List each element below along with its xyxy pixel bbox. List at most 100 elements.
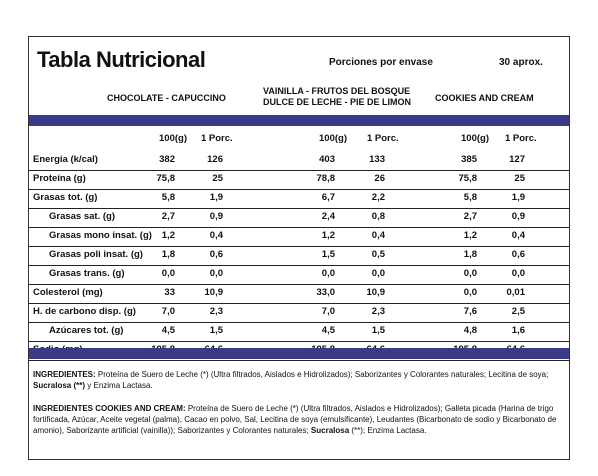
row-value: 2,4 [321, 211, 335, 222]
portions-label: Porciones por envase [329, 57, 433, 68]
header-band [29, 115, 569, 126]
table-row: Grasas tot. (g) 5,8 1,9 6,7 2,2 5,8 1,9 [29, 189, 569, 209]
row-label: Colesterol (mg) [33, 287, 103, 298]
row-value: 4,5 [321, 325, 335, 336]
row-value: 7,0 [321, 306, 335, 317]
col-header-100g-2: 100(g) [319, 133, 347, 144]
col-header-porc-2: 1 Porc. [367, 133, 399, 144]
row-value: 2,5 [511, 306, 525, 317]
row-label: Grasas mono insat. (g) [49, 230, 152, 241]
flavor-1-line1: CHOCOLATE - CAPUCCINO [107, 93, 226, 103]
flavor-2-line2: DULCE DE LECHE - PIE DE LIMON [263, 97, 412, 107]
row-value: 0,0 [511, 268, 525, 279]
ingredients-text: Proteína de Suero de Leche (*) (Ultra fi… [95, 370, 549, 379]
table-row: Colesterol (mg) 33 10,9 33,0 10,9 0,0 0,01 [29, 284, 569, 304]
row-value: 0,01 [506, 287, 526, 298]
row-value: 0,0 [209, 268, 223, 279]
table-row: Energía (k/cal) 382 126 403 133 385 127 [29, 151, 569, 171]
row-label: Azúcares tot. (g) [49, 325, 124, 336]
table-row: H. de carbono disp. (g) 7,0 2,3 7,0 2,3 7,6 2,… [29, 303, 569, 323]
row-value: 33,0 [316, 287, 336, 298]
row-value: 1,5 [371, 325, 385, 336]
row-value: 0,0 [161, 268, 175, 279]
row-value: 0,6 [209, 249, 223, 260]
flavor-group-3: COOKIES AND CREAM [435, 93, 534, 104]
ingredients-cookies-text-end: (**); Enzima Lactasa. [349, 426, 427, 435]
row-value: 0,0 [463, 268, 477, 279]
row-value: 5,8 [161, 192, 175, 203]
row-label: Energía (k/cal) [33, 154, 98, 165]
row-value: 33 [164, 287, 175, 298]
row-label: Grasas sat. (g) [49, 211, 115, 222]
ingredients-cookies: INGREDIENTES COOKIES AND CREAM: Proteína… [33, 403, 565, 436]
row-value: 1,8 [161, 249, 175, 260]
row-value: 1,9 [209, 192, 223, 203]
row-label: Proteína (g) [33, 173, 86, 184]
flavor-3-line1: COOKIES AND CREAM [435, 93, 534, 103]
row-value: 1,8 [463, 249, 477, 260]
row-value: 2,3 [209, 306, 223, 317]
row-value: 26 [374, 173, 385, 184]
row-value: 0,0 [463, 287, 477, 298]
row-value: 2,3 [371, 306, 385, 317]
row-label: Grasas poli insat. (g) [49, 249, 143, 260]
table-row: Grasas mono insat. (g) 1,2 0,4 1,2 0,4 1,2 0,4 [29, 227, 569, 247]
col-header-100g-1: 100(g) [159, 133, 187, 144]
table-row: Grasas sat. (g) 2,7 0,9 2,4 0,8 2,7 0,9 [29, 208, 569, 228]
row-value: 0,5 [371, 249, 385, 260]
ingredients-text-end: y Enzima Lactasa. [85, 381, 153, 390]
row-value: 1,2 [321, 230, 335, 241]
row-value: 1,5 [209, 325, 223, 336]
ingredients-cookies-sweetener: Sucralosa [310, 426, 350, 435]
table-row: Grasas trans. (g) 0,0 0,0 0,0 0,0 0,0 0,0 [29, 265, 569, 285]
nutrition-panel: Tabla Nutricional Porciones por envase 3… [28, 36, 570, 460]
flavor-group-1: CHOCOLATE - CAPUCCINO [107, 93, 226, 104]
row-value: 126 [207, 154, 223, 165]
row-value: 2,7 [161, 211, 175, 222]
row-value: 382 [159, 154, 175, 165]
row-value: 7,6 [463, 306, 477, 317]
row-value: 0,8 [371, 211, 385, 222]
row-label: H. de carbono disp. (g) [33, 306, 136, 317]
row-value: 4,8 [463, 325, 477, 336]
row-value: 25 [514, 173, 525, 184]
footer-band [29, 348, 569, 359]
table-row: Azúcares tot. (g) 4,5 1,5 4,5 1,5 4,8 1,6 [29, 322, 569, 342]
row-value: 1,9 [511, 192, 525, 203]
row-value: 1,6 [511, 325, 525, 336]
col-header-porc-3: 1 Porc. [505, 133, 537, 144]
panel-title: Tabla Nutricional [37, 47, 206, 72]
ingredients-general: INGREDIENTES: Proteína de Suero de Leche… [33, 369, 565, 391]
row-value: 0,4 [209, 230, 223, 241]
ingredients-cookies-heading: INGREDIENTES COOKIES AND CREAM: [33, 404, 186, 413]
row-value: 1,5 [321, 249, 335, 260]
row-value: 0,4 [371, 230, 385, 241]
row-value: 10,9 [366, 287, 386, 298]
ingredients-cookies-text: Proteína de Suero de Leche (*) (Ultra fi… [33, 404, 557, 435]
row-value: 1,2 [161, 230, 175, 241]
row-value: 5,8 [463, 192, 477, 203]
row-label: Grasas tot. (g) [33, 192, 98, 203]
row-value: 10,9 [204, 287, 224, 298]
flavor-2-line1: VAINILLA - FRUTOS DEL BOSQUE [263, 86, 411, 96]
row-value: 75,8 [458, 173, 478, 184]
row-value: 6,7 [321, 192, 335, 203]
row-value: 0,9 [209, 211, 223, 222]
flavor-group-2: VAINILLA - FRUTOS DEL BOSQUE DULCE DE LE… [263, 86, 411, 108]
portions-value: 30 aprox. [499, 57, 543, 68]
row-value: 385 [461, 154, 477, 165]
row-value: 7,0 [161, 306, 175, 317]
table-row: Grasas poli insat. (g) 1,8 0,6 1,5 0,5 1,8 0,6 [29, 246, 569, 266]
row-value: 4,5 [161, 325, 175, 336]
row-value: 0,6 [511, 249, 525, 260]
row-value: 403 [319, 154, 335, 165]
row-value: 2,7 [463, 211, 477, 222]
row-value: 0,9 [511, 211, 525, 222]
row-label: Grasas trans. (g) [49, 268, 125, 279]
row-value: 127 [509, 154, 525, 165]
row-value: 0,0 [321, 268, 335, 279]
row-value: 75,8 [156, 173, 176, 184]
table-row: Proteína (g) 75,8 25 78,8 26 75,8 25 [29, 170, 569, 190]
col-header-100g-3: 100(g) [461, 133, 489, 144]
row-value: 25 [212, 173, 223, 184]
